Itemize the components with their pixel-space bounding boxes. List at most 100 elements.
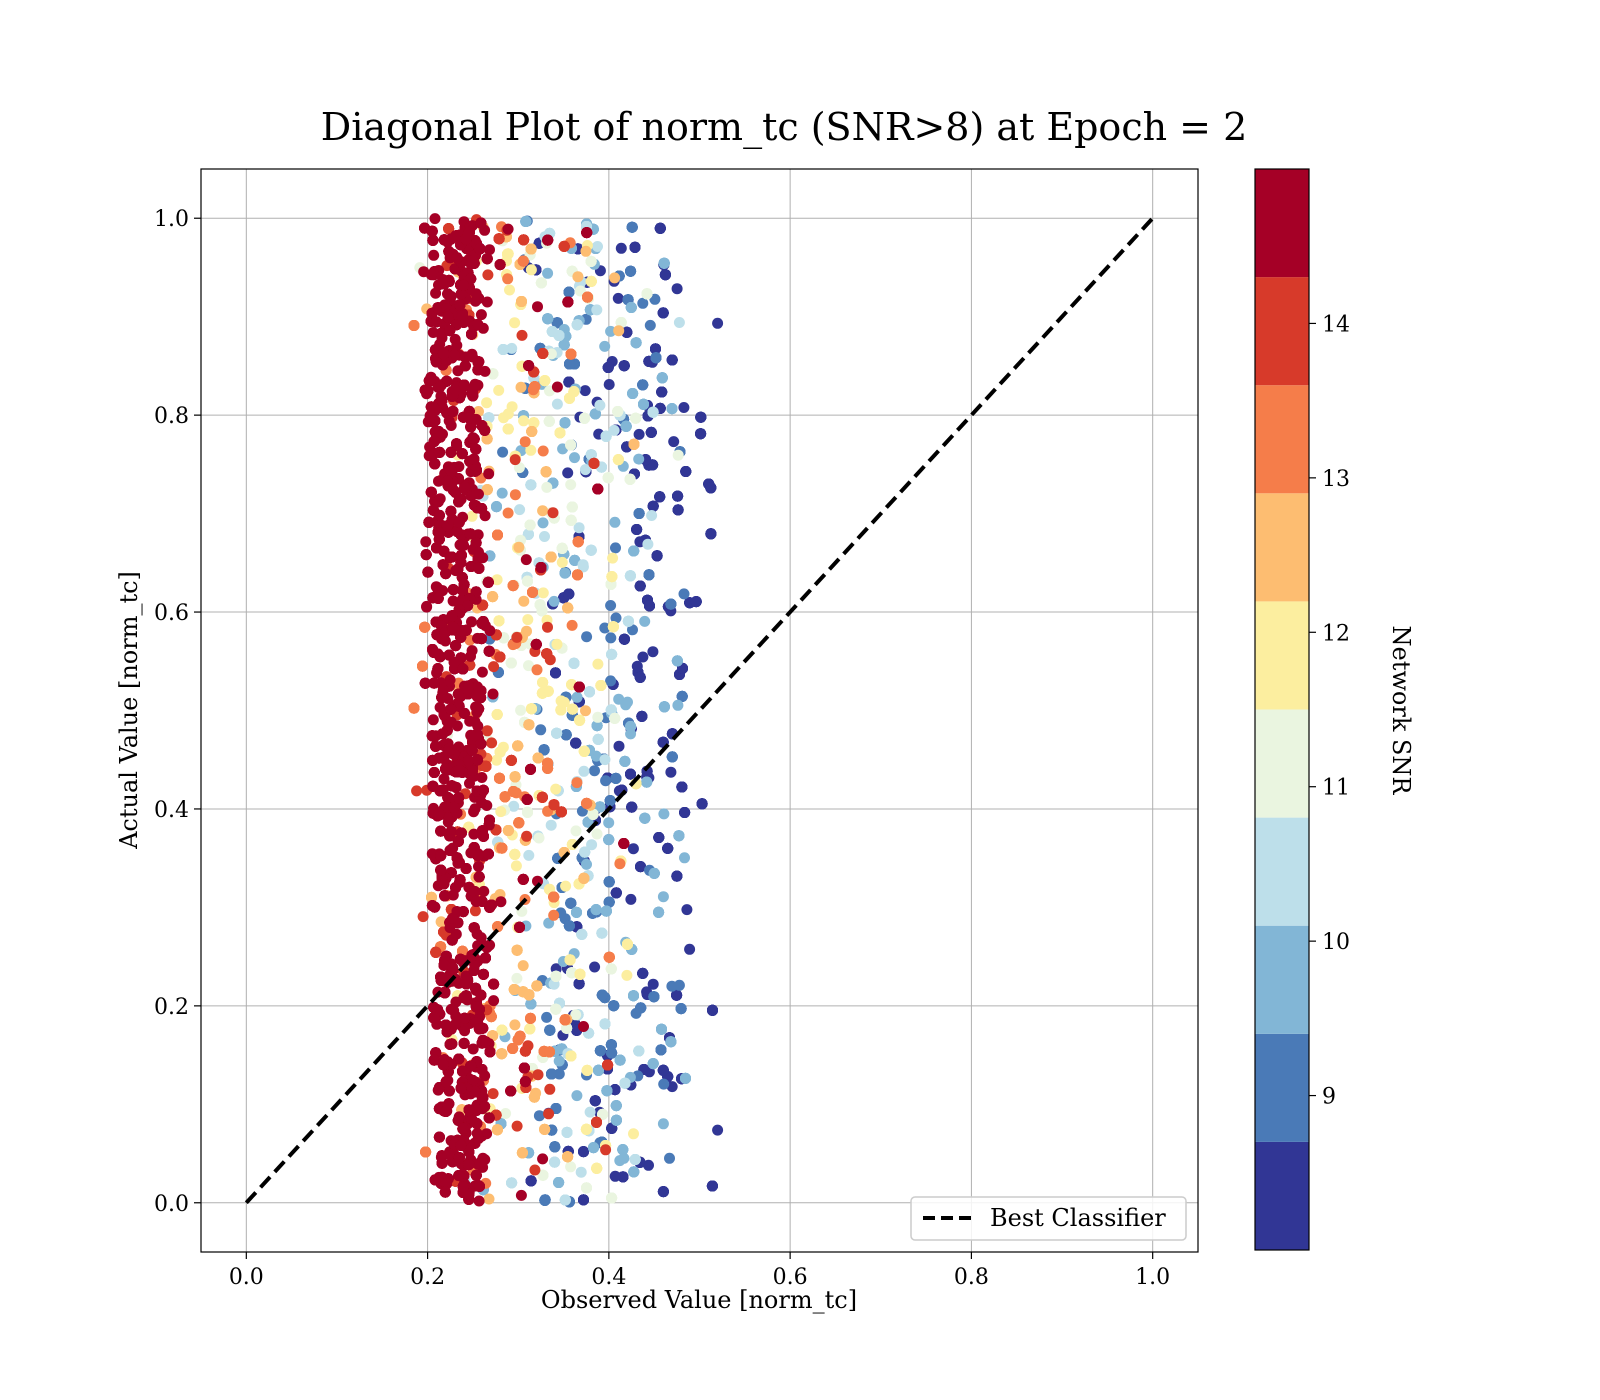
scatter-point: [631, 524, 643, 535]
scatter-point: [607, 552, 619, 564]
scatter-point: [535, 277, 547, 289]
scatter-point: [626, 801, 638, 813]
scatter-point: [628, 990, 639, 1002]
scatter-point: [502, 408, 514, 420]
scatter-point: [494, 259, 506, 271]
scatter-point: [571, 1090, 583, 1102]
scatter-point: [666, 751, 678, 763]
scatter-point: [644, 319, 656, 331]
scatter-point: [627, 388, 639, 399]
scatter-point: [656, 386, 668, 398]
scatter-point: [518, 415, 530, 427]
scatter-point: [605, 325, 617, 337]
scatter-point: [625, 265, 637, 277]
scatter-point: [606, 648, 618, 660]
scatter-point: [527, 384, 539, 396]
scatter-point: [506, 1177, 518, 1189]
scatter-point: [502, 507, 514, 519]
scatter-point: [491, 1124, 503, 1136]
scatter-point: [516, 1147, 528, 1159]
scatter-point: [568, 657, 580, 669]
scatter-point: [566, 619, 578, 631]
scatter-point: [639, 812, 651, 824]
scatter-point: [502, 825, 514, 836]
scatter-point: [542, 757, 554, 769]
scatter-point: [614, 858, 626, 870]
scatter-point: [544, 1083, 556, 1095]
scatter-point: [578, 872, 590, 884]
scatter-point: [647, 978, 659, 990]
scatter-point: [573, 681, 585, 693]
scatter-point: [533, 832, 545, 844]
scatter-point: [676, 690, 688, 702]
scatter-point: [672, 504, 684, 516]
scatter-point: [522, 575, 533, 587]
scatter-point: [599, 1018, 611, 1030]
scatter-point: [606, 1122, 618, 1134]
scatter-point: [603, 896, 615, 908]
scatter-point: [591, 1162, 603, 1174]
scatter-point: [605, 600, 617, 611]
scatter-point: [655, 1044, 667, 1056]
scatter-point: [526, 426, 538, 437]
scatter-point: [634, 580, 646, 592]
scatter-point: [712, 317, 724, 329]
scatter-point: [619, 755, 631, 767]
scatter-point: [550, 783, 562, 795]
scatter-point: [610, 887, 622, 899]
scatter-point: [601, 1085, 613, 1097]
scatter-point: [500, 1108, 512, 1119]
scatter-point: [567, 703, 579, 715]
scatter-point: [581, 1182, 592, 1194]
scatter-point: [588, 1142, 599, 1154]
scatter-point: [542, 313, 554, 325]
scatter-point: [566, 501, 578, 513]
scatter-point: [537, 505, 549, 517]
scatter-point: [570, 825, 582, 837]
scatter-point: [533, 1110, 545, 1122]
scatter-point: [544, 654, 556, 666]
scatter-point: [506, 342, 518, 354]
scatter-point: [541, 481, 553, 493]
scatter-point: [633, 453, 645, 465]
scatter-point: [508, 800, 520, 812]
scatter-point: [526, 703, 537, 715]
scatter-point: [622, 615, 634, 627]
scatter-point: [618, 838, 630, 849]
scatter-point: [565, 479, 577, 491]
scatter-point: [581, 631, 593, 643]
scatter-point: [511, 944, 523, 956]
scatter-point: [524, 1023, 536, 1035]
scatter-point: [525, 1175, 537, 1187]
scatter-point: [673, 979, 685, 991]
scatter-point: [651, 550, 663, 562]
scatter-point: [487, 1088, 499, 1100]
scatter-point: [539, 1123, 551, 1135]
scatter-point: [666, 403, 678, 415]
scatter-point: [647, 406, 659, 418]
scatter-point: [430, 946, 442, 958]
scatter-point: [519, 1045, 531, 1057]
scatter-point: [613, 325, 625, 337]
scatter-point: [408, 320, 420, 331]
scatter-point: [582, 816, 594, 828]
scatter-point: [576, 928, 588, 940]
scatter-point: [681, 904, 693, 916]
scatter-point: [619, 1077, 631, 1089]
scatter-point: [540, 466, 552, 478]
scatter-point: [610, 1114, 622, 1126]
scatter-point: [625, 893, 637, 905]
scatter-point: [665, 598, 677, 610]
scatter-point: [481, 397, 493, 409]
scatter-point: [618, 633, 630, 645]
scatter-point: [600, 1144, 612, 1156]
scatter-point: [497, 446, 509, 458]
scatter-point: [511, 1120, 523, 1132]
scatter-point: [559, 1194, 571, 1206]
scatter-point: [539, 531, 550, 542]
scatter-point: [603, 876, 615, 888]
scatter-point: [625, 768, 636, 780]
scatter-point: [584, 686, 595, 698]
scatter-point: [562, 1151, 574, 1163]
scatter-point: [563, 920, 575, 932]
